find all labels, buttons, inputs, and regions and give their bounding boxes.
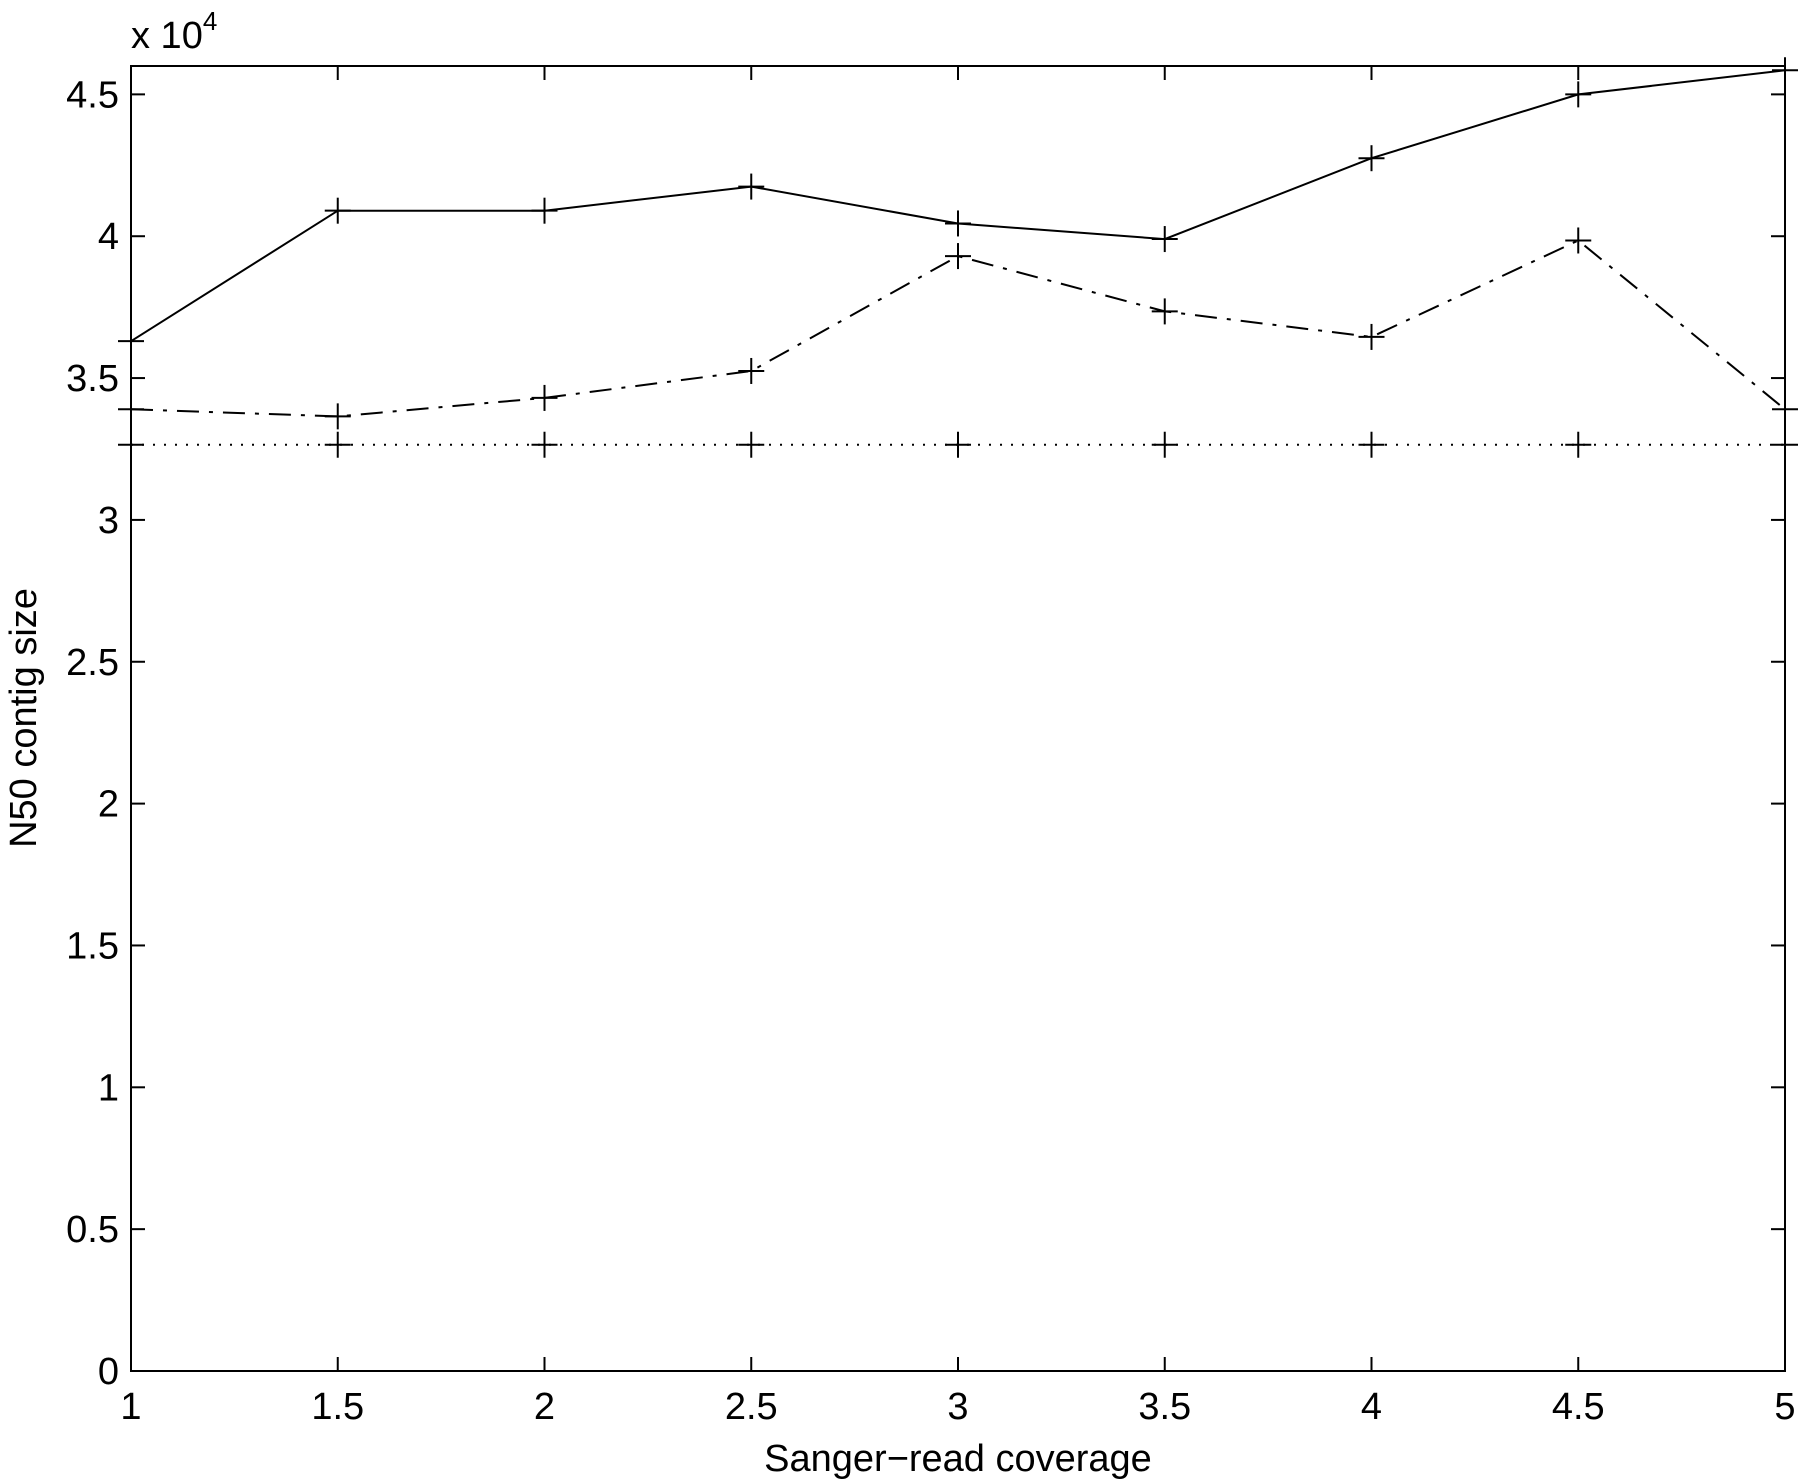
data-point-marker — [531, 431, 558, 458]
y-tick-label: 2.5 — [66, 642, 119, 684]
data-point-marker — [118, 396, 144, 423]
multiplier-base: x 10 — [131, 15, 203, 57]
multiplier-exponent: 4 — [203, 6, 217, 36]
data-point-marker — [118, 431, 144, 458]
data-point-marker — [1151, 298, 1178, 325]
series-layer — [118, 57, 1798, 458]
x-axis-title: Sanger−read coverage — [764, 1438, 1152, 1480]
y-axis-multiplier: x 104 — [131, 6, 217, 57]
x-tick-label: 2.5 — [725, 1386, 778, 1428]
data-point-marker — [118, 328, 144, 355]
y-tick-label: 4 — [98, 216, 119, 258]
data-point-marker — [1151, 431, 1178, 458]
data-point-marker — [531, 197, 558, 224]
x-tick-label: 4.5 — [1552, 1386, 1605, 1428]
series-line-solid — [130, 69, 1786, 343]
data-point-marker — [738, 431, 765, 458]
x-tick-label: 3 — [947, 1386, 968, 1428]
y-tick-label: 1.5 — [66, 925, 119, 967]
data-point-marker — [945, 210, 971, 237]
data-point-marker — [324, 403, 351, 430]
data-point-marker — [324, 431, 351, 458]
data-point-marker — [324, 197, 351, 224]
data-point-marker — [1358, 431, 1385, 458]
y-tick-label: 2 — [98, 784, 119, 826]
y-tick-label: 3 — [98, 500, 119, 542]
data-point-marker — [1772, 396, 1798, 423]
x-tick-label: 3.5 — [1138, 1386, 1191, 1428]
data-point-marker — [1151, 226, 1178, 253]
y-tick-label: 0.5 — [66, 1209, 119, 1251]
y-tick-label: 0 — [98, 1351, 119, 1393]
data-point-marker — [1565, 431, 1592, 458]
data-point-marker — [1565, 227, 1592, 254]
data-point-marker — [945, 431, 971, 458]
x-tick-label: 1 — [120, 1386, 141, 1428]
x-tick-label: 4 — [1361, 1386, 1382, 1428]
x-tick-label: 1.5 — [311, 1386, 364, 1428]
y-tick-label: 1 — [98, 1067, 119, 1109]
data-point-marker — [1565, 81, 1592, 108]
data-point-marker — [738, 173, 765, 200]
data-point-marker — [1358, 145, 1385, 172]
x-tick-label: 5 — [1774, 1386, 1795, 1428]
y-axis-ticks: 0 0.5 1 1.5 2 2.5 3 3.5 4 4.5 — [66, 74, 1785, 1393]
y-tick-label: 4.5 — [66, 74, 119, 116]
y-axis-title: N50 contig size — [3, 588, 45, 848]
data-point-marker — [1772, 57, 1798, 84]
data-point-marker — [945, 243, 971, 270]
x-axis-ticks: 1 1.5 2 2.5 3 3.5 4 4.5 5 — [120, 66, 1796, 1428]
data-point-marker — [738, 357, 765, 384]
x-tick-label: 2 — [534, 1386, 555, 1428]
data-point-marker — [531, 384, 558, 411]
y-tick-label: 3.5 — [66, 358, 119, 400]
data-point-marker — [1772, 431, 1798, 458]
data-point-marker — [1358, 323, 1385, 350]
series-line-dashdot — [130, 239, 1786, 418]
